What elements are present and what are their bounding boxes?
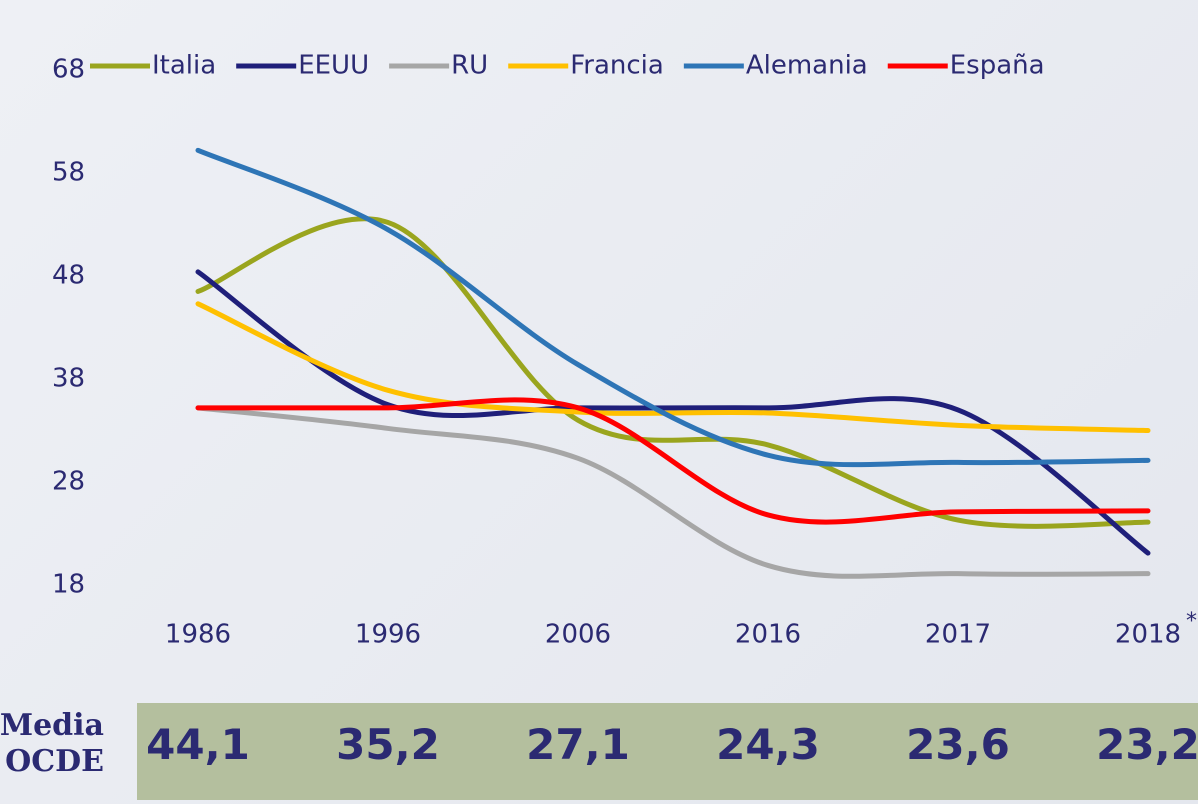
table-value: 24,3 bbox=[716, 720, 820, 769]
table-value: 23,6 bbox=[906, 720, 1010, 769]
legend-label: España bbox=[950, 51, 1045, 81]
table-value: 44,1 bbox=[146, 720, 250, 769]
legend-label: Francia bbox=[570, 51, 664, 81]
series-line bbox=[195, 397, 1151, 525]
table-value: 35,2 bbox=[336, 720, 440, 769]
x-tick-label: 2016 bbox=[735, 620, 801, 650]
x-tick-label: 1986 bbox=[165, 620, 231, 650]
y-tick-label: 58 bbox=[52, 158, 85, 188]
legend-label: Italia bbox=[152, 51, 216, 81]
table-label: Media OCDE bbox=[0, 708, 104, 779]
y-tick-label: 18 bbox=[52, 570, 85, 600]
legend-label: EEUU bbox=[298, 51, 369, 81]
x-tick-label: 2006 bbox=[545, 620, 611, 650]
table-band bbox=[137, 703, 1198, 800]
table-value: 27,1 bbox=[526, 720, 630, 769]
y-tick-label: 68 bbox=[52, 55, 85, 85]
legend-label: RU bbox=[451, 51, 488, 81]
series-line bbox=[195, 301, 1151, 433]
legend-label: Alemania bbox=[746, 51, 868, 81]
footnote-mark: * bbox=[1186, 609, 1197, 634]
y-tick-label: 28 bbox=[52, 467, 85, 497]
y-tick-label: 38 bbox=[52, 364, 85, 394]
y-tick-label: 48 bbox=[52, 261, 85, 291]
series-line bbox=[195, 405, 1151, 579]
x-tick-label: 1996 bbox=[355, 620, 421, 650]
table-value: 23,2 bbox=[1096, 720, 1198, 769]
series-line bbox=[195, 147, 1151, 468]
x-tick-label: 2017 bbox=[925, 620, 991, 650]
x-tick-label: 2018 bbox=[1115, 620, 1181, 650]
